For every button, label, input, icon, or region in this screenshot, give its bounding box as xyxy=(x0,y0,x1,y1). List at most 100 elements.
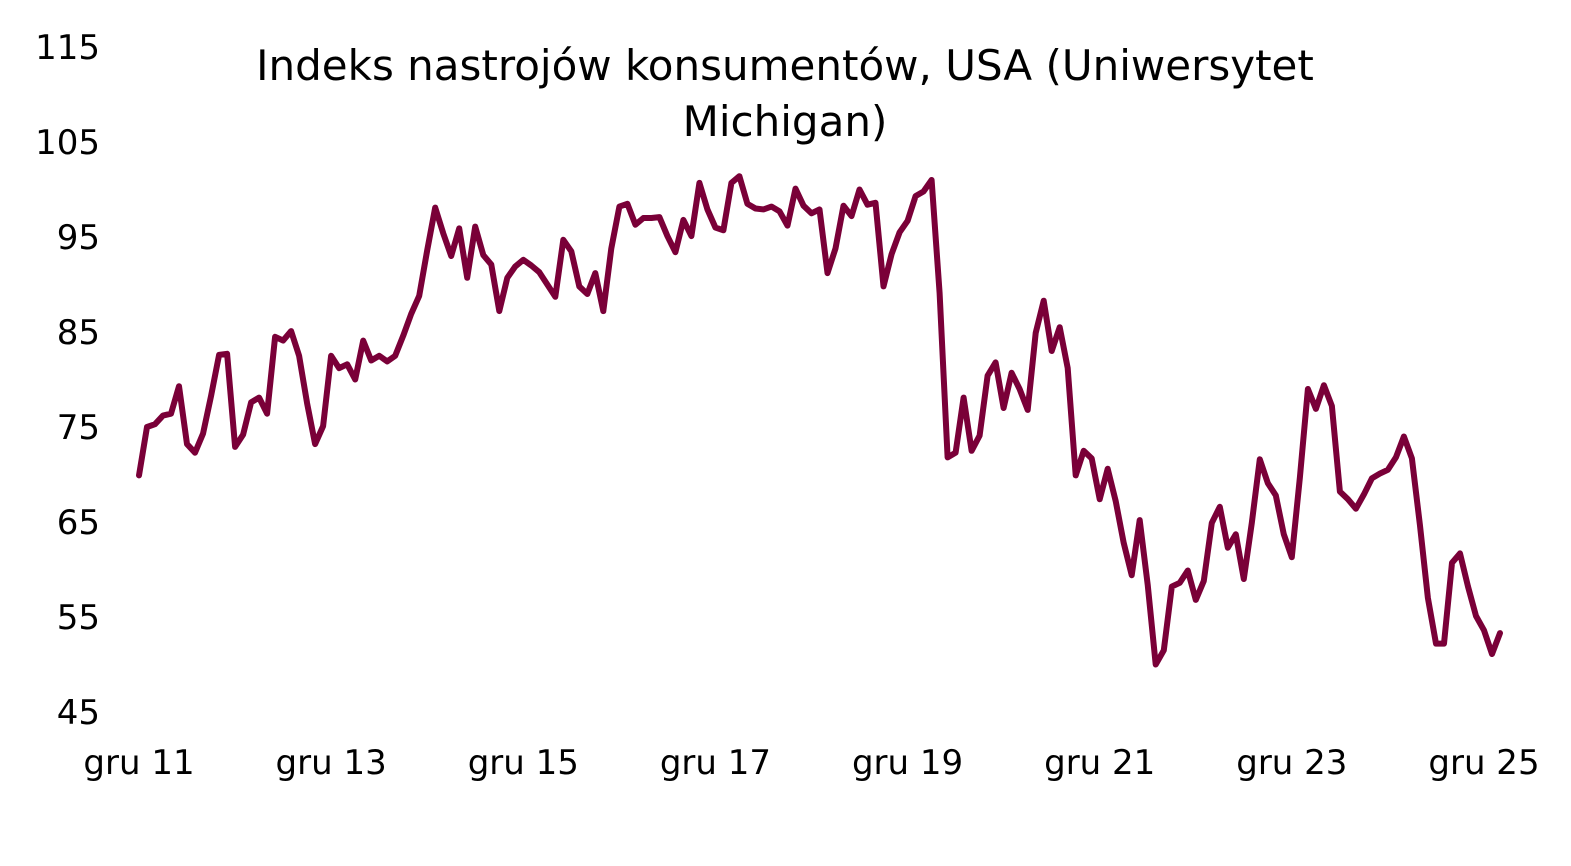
data-point xyxy=(329,354,333,358)
data-point xyxy=(617,205,621,209)
data-point xyxy=(762,207,766,211)
data-point xyxy=(874,201,878,205)
data-point xyxy=(1378,472,1382,476)
data-point xyxy=(161,414,165,418)
data-point xyxy=(1394,455,1398,459)
x-tick-label: gru 13 xyxy=(276,743,387,783)
data-point xyxy=(721,228,725,232)
data-point xyxy=(962,396,966,400)
chart-title-line-1: Indeks nastrojów konsumentów, USA (Uniwe… xyxy=(256,41,1314,90)
data-point xyxy=(1466,585,1470,589)
data-point xyxy=(649,216,653,220)
data-point xyxy=(529,264,533,268)
y-axis-tick-labels: 45 55 65 75 85 95 105 115 xyxy=(35,28,100,733)
data-point xyxy=(1002,406,1006,410)
data-point xyxy=(994,360,998,364)
data-point xyxy=(441,231,445,235)
data-point xyxy=(225,352,229,356)
data-point xyxy=(954,451,958,455)
data-point xyxy=(633,223,637,227)
data-point xyxy=(1474,614,1478,618)
data-point xyxy=(1018,387,1022,391)
data-point xyxy=(882,284,886,288)
data-point xyxy=(369,359,373,363)
data-point xyxy=(457,226,461,230)
data-point xyxy=(938,291,942,295)
data-point xyxy=(906,219,910,223)
y-tick-label: 115 xyxy=(35,28,100,68)
data-point xyxy=(169,412,173,416)
data-point xyxy=(665,234,669,238)
data-point xyxy=(361,339,365,343)
data-point xyxy=(1314,407,1318,411)
data-point xyxy=(1450,561,1454,565)
data-point xyxy=(217,353,221,357)
data-point xyxy=(778,209,782,213)
data-point xyxy=(273,335,277,339)
data-point xyxy=(377,354,381,358)
data-point xyxy=(289,329,293,333)
data-point xyxy=(297,354,301,358)
data-point xyxy=(1402,435,1406,439)
data-point xyxy=(1346,497,1350,501)
data-point xyxy=(890,252,894,256)
data-point xyxy=(681,218,685,222)
data-point xyxy=(930,178,934,182)
data-point xyxy=(201,432,205,436)
data-point xyxy=(1122,541,1126,545)
data-point xyxy=(585,292,589,296)
data-point xyxy=(393,354,397,358)
data-point xyxy=(313,442,317,446)
data-point xyxy=(1490,652,1494,656)
data-point xyxy=(1074,473,1078,477)
data-point xyxy=(209,394,213,398)
data-point xyxy=(1114,499,1118,503)
data-point xyxy=(193,451,197,455)
data-point xyxy=(794,187,798,191)
data-point xyxy=(233,445,237,449)
x-tick-label: gru 11 xyxy=(83,743,194,783)
data-point xyxy=(489,263,493,267)
data-point xyxy=(449,254,453,258)
data-point xyxy=(1170,585,1174,589)
data-point xyxy=(770,205,774,209)
data-point xyxy=(425,248,429,252)
data-point xyxy=(713,226,717,230)
x-tick-label: gru 15 xyxy=(468,743,579,783)
x-tick-label: gru 17 xyxy=(660,743,771,783)
y-tick-label: 55 xyxy=(57,598,100,638)
data-point xyxy=(601,309,605,313)
data-point xyxy=(810,211,814,215)
data-point xyxy=(1322,383,1326,387)
data-point xyxy=(353,378,357,382)
data-point xyxy=(473,225,477,229)
data-point xyxy=(1282,532,1286,536)
y-tick-label: 105 xyxy=(35,123,100,163)
data-point xyxy=(153,422,157,426)
data-point xyxy=(145,425,149,429)
data-point xyxy=(417,294,421,298)
data-point xyxy=(497,309,501,313)
data-point xyxy=(1194,598,1198,602)
data-point xyxy=(1386,468,1390,472)
data-point xyxy=(257,396,261,400)
data-point xyxy=(545,283,549,287)
data-point xyxy=(577,284,581,288)
data-point xyxy=(1178,581,1182,585)
y-tick-label: 95 xyxy=(57,218,100,258)
data-point xyxy=(1130,573,1134,577)
data-point xyxy=(1426,596,1430,600)
data-point xyxy=(513,264,517,268)
data-point xyxy=(922,189,926,193)
data-point xyxy=(745,202,749,206)
data-point xyxy=(409,312,413,316)
data-point xyxy=(1066,366,1070,370)
data-point xyxy=(1234,532,1238,536)
data-point xyxy=(1082,449,1086,453)
data-point xyxy=(1290,555,1294,559)
data-point xyxy=(481,253,485,257)
data-point xyxy=(609,246,613,250)
data-point xyxy=(1010,371,1014,375)
data-point xyxy=(505,276,509,280)
